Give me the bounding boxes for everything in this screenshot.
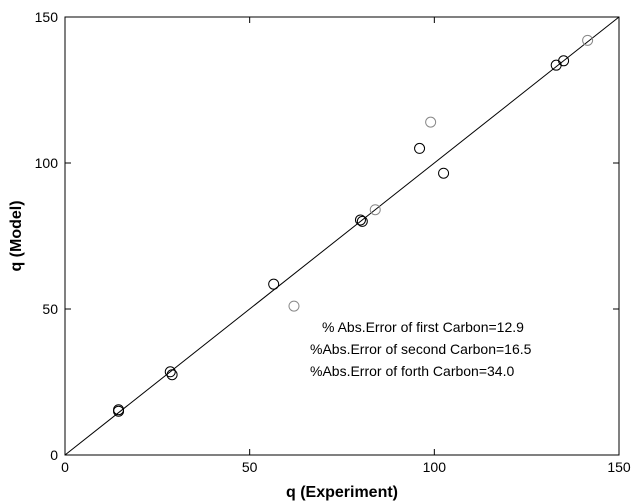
data-point (414, 142, 426, 154)
data-point (582, 34, 594, 46)
x-tick-label: 0 (61, 459, 69, 475)
data-point (166, 369, 178, 381)
data-point (288, 300, 300, 312)
y-tick-label: 0 (50, 447, 58, 463)
plot-frame (64, 16, 620, 456)
data-point (356, 215, 368, 227)
reference-line (64, 16, 620, 456)
x-tick-label: 150 (607, 459, 631, 475)
y-tick-label: 50 (42, 301, 58, 317)
annotation-first-carbon: % Abs.Error of first Carbon=12.9 (322, 319, 524, 335)
data-point (354, 214, 366, 226)
y-tick-label: 100 (35, 155, 59, 171)
data-point (369, 204, 381, 216)
x-tick-label: 100 (423, 459, 447, 475)
data-point (550, 59, 562, 71)
data-point (268, 278, 280, 290)
data-point (164, 366, 176, 378)
tick-labels: 0 50 100 150 0 50 100 150 (35, 9, 631, 475)
data-points (113, 34, 594, 417)
data-point (113, 404, 125, 416)
data-point (438, 167, 450, 179)
y-tick-label: 150 (35, 9, 59, 25)
data-point (558, 55, 570, 67)
annotation-second-carbon: %Abs.Error of second Carbon=16.5 (310, 341, 532, 357)
tick-marks (64, 16, 620, 456)
x-tick-label: 50 (242, 459, 258, 475)
x-axis-label: q (Experiment) (286, 484, 398, 501)
y-axis-label: q (Model) (8, 200, 25, 271)
annotation-forth-carbon: %Abs.Error of forth Carbon=34.0 (310, 363, 514, 379)
data-point (425, 116, 437, 128)
